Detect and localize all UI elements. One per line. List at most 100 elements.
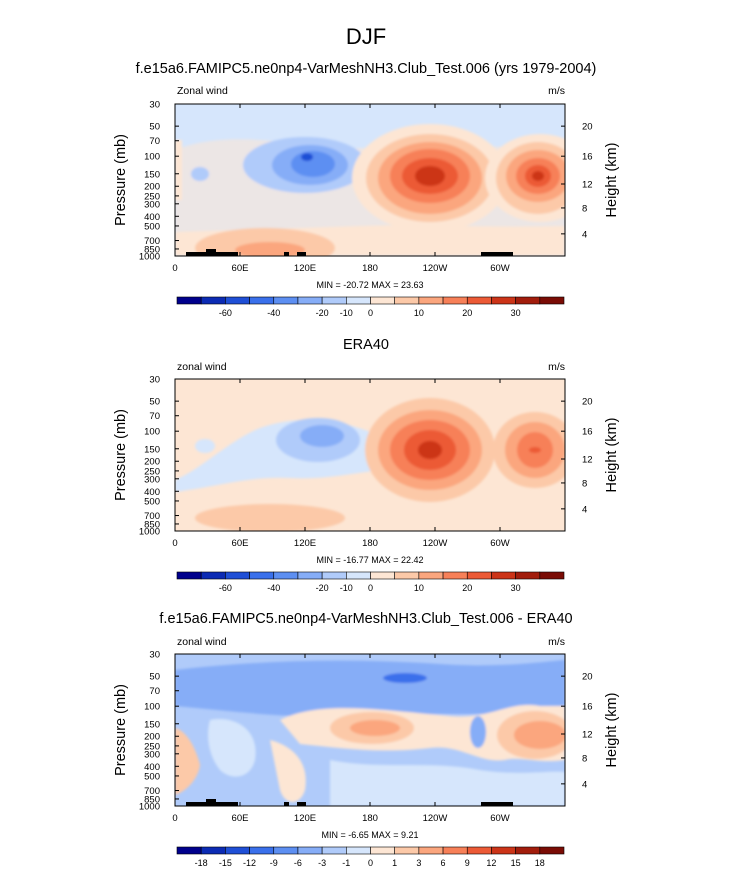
colorbar-box bbox=[418, 846, 444, 855]
topography-block bbox=[297, 252, 306, 256]
colorbar-box bbox=[466, 846, 492, 855]
x-tick-label: 120E bbox=[294, 263, 316, 274]
colorbar-label: 15 bbox=[511, 858, 521, 868]
y2-tick-label: 20 bbox=[582, 122, 593, 133]
colorbar-box bbox=[273, 571, 299, 580]
colorbar-box bbox=[370, 846, 395, 855]
colorbar-label: 20 bbox=[462, 583, 472, 593]
units-label: m/s bbox=[548, 636, 565, 648]
x-tick-label: 0 bbox=[172, 538, 177, 549]
colorbar-label: -6 bbox=[294, 858, 302, 868]
colorbar-label: -10 bbox=[340, 583, 353, 593]
panel-model: f.e15a6.FAMIPC5.ne0np4-VarMeshNH3.Club_T… bbox=[136, 61, 597, 290]
colorbar-label: -3 bbox=[318, 858, 326, 868]
contour-jet-core bbox=[415, 166, 445, 186]
colorbar-box bbox=[249, 571, 275, 580]
svg-text:MIN = -6.65 MAX = 9.21: MIN = -6.65 MAX = 9.21 bbox=[321, 830, 418, 840]
contour-field bbox=[175, 654, 565, 806]
colorbar-label: -1 bbox=[342, 858, 350, 868]
contour-negative-band bbox=[175, 660, 565, 718]
x-tick-label: 120W bbox=[423, 538, 448, 549]
colorbar-box bbox=[466, 571, 492, 580]
x-tick-label: 60W bbox=[490, 813, 510, 824]
contour-positive-core bbox=[350, 720, 400, 736]
y2-tick-label: 4 bbox=[582, 229, 587, 240]
colorbar-box bbox=[539, 296, 565, 305]
contour-field bbox=[175, 104, 565, 256]
topography-block bbox=[186, 799, 238, 806]
contour-negative-band bbox=[330, 760, 565, 806]
colorbar-box bbox=[225, 296, 250, 305]
colorbar-label: 1 bbox=[392, 858, 397, 868]
y-tick-label: 30 bbox=[149, 100, 160, 111]
colorbar-box bbox=[297, 846, 323, 855]
y2-tick-label: 12 bbox=[582, 730, 593, 741]
y-tick-label: 500 bbox=[144, 221, 160, 232]
y-tick-label: 200 bbox=[144, 182, 160, 193]
left-label: Zonal wind bbox=[177, 85, 228, 97]
y-tick-label: 850 bbox=[144, 794, 160, 805]
y-tick-label: 300 bbox=[144, 199, 160, 210]
colorbar-label: 18 bbox=[535, 858, 545, 868]
contour-edge-patch bbox=[175, 140, 182, 200]
x-tick-label: 60E bbox=[232, 263, 249, 274]
y2-tick-label: 8 bbox=[582, 753, 587, 764]
y2-tick-label: 20 bbox=[582, 397, 593, 408]
y-tick-label: 400 bbox=[144, 762, 160, 773]
colorbar-3: -18 -15 -12 -9 -6 -3 -1 0 1 3 6 9 12 15 18 bbox=[176, 846, 565, 868]
y2-tick-label: 4 bbox=[582, 779, 587, 790]
y2-tick-label: 16 bbox=[582, 152, 593, 163]
topography-block bbox=[481, 802, 513, 806]
y-tick-label: 1000 bbox=[139, 527, 160, 538]
x-tick-label: 180 bbox=[362, 813, 378, 824]
colorbar-label: 6 bbox=[441, 858, 446, 868]
y2-axis-label: Height (km) bbox=[604, 418, 620, 493]
colorbar-label: 12 bbox=[486, 858, 496, 868]
left-label: zonal wind bbox=[177, 636, 227, 648]
colorbar-box bbox=[176, 296, 202, 305]
colorbar-label: -60 bbox=[219, 583, 232, 593]
y2-tick-label: 8 bbox=[582, 203, 587, 214]
colorbar-box bbox=[539, 846, 565, 855]
colorbar-box bbox=[515, 296, 541, 305]
contour-negative-patch bbox=[191, 167, 209, 181]
y-axis-label: Pressure (mb) bbox=[113, 684, 129, 776]
colorbar-box bbox=[539, 571, 565, 580]
colorbar-label: 10 bbox=[414, 308, 424, 318]
y-tick-label: 500 bbox=[144, 771, 160, 782]
colorbar-label: 0 bbox=[368, 858, 373, 868]
colorbar-box bbox=[394, 571, 420, 580]
y-tick-label: 100 bbox=[144, 152, 160, 163]
colorbar-label: 3 bbox=[416, 858, 421, 868]
colorbar-box bbox=[225, 846, 250, 855]
colorbar-label: 10 bbox=[414, 583, 424, 593]
x-tick-label: 60E bbox=[232, 538, 249, 549]
colorbar-box bbox=[200, 571, 226, 580]
colorbar-box bbox=[491, 296, 516, 305]
x-tick-label: 60W bbox=[490, 538, 510, 549]
panel-title: f.e15a6.FAMIPC5.ne0np4-VarMeshNH3.Club_T… bbox=[159, 611, 572, 627]
contour-negative-patch bbox=[470, 716, 486, 748]
y2-tick-label: 4 bbox=[582, 504, 587, 515]
contour-jet-core bbox=[418, 441, 442, 459]
colorbar-box bbox=[491, 846, 516, 855]
colorbar-1: -60 -40 -20 -10 0 10 20 30 bbox=[176, 296, 565, 318]
y-tick-label: 400 bbox=[144, 487, 160, 498]
y-tick-label: 400 bbox=[144, 212, 160, 223]
y-tick-label: 150 bbox=[144, 444, 160, 455]
colorbar-box bbox=[394, 296, 420, 305]
colorbar-box bbox=[321, 296, 347, 305]
y-tick-label: 100 bbox=[144, 702, 160, 713]
x-tick-label: 60E bbox=[232, 813, 249, 824]
colorbar-label: 20 bbox=[462, 308, 472, 318]
colorbar-box bbox=[418, 296, 444, 305]
contour-field bbox=[175, 379, 565, 531]
y-tick-label: 700 bbox=[144, 786, 160, 797]
y2-tick-label: 16 bbox=[582, 427, 593, 438]
y-tick-label: 50 bbox=[149, 122, 160, 133]
y-tick-label: 50 bbox=[149, 397, 160, 408]
colorbar-box bbox=[297, 571, 323, 580]
